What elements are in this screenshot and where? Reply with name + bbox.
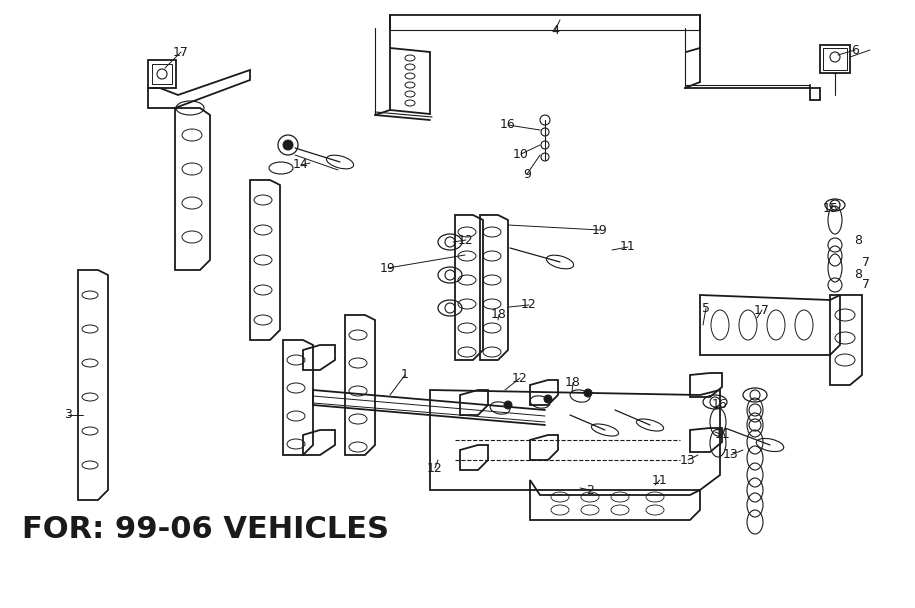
Text: 13: 13 [680, 454, 696, 466]
Text: 14: 14 [293, 159, 309, 171]
Text: 5: 5 [702, 302, 710, 314]
Text: 12: 12 [427, 461, 443, 474]
Text: 11: 11 [716, 429, 731, 441]
Text: 8: 8 [854, 268, 862, 280]
Bar [820, 45, 850, 73]
Text: 11: 11 [652, 474, 668, 486]
Text: 17: 17 [173, 46, 188, 58]
Circle shape [504, 401, 512, 409]
Text: 16: 16 [501, 119, 516, 131]
Text: 17: 17 [754, 303, 770, 317]
Text: 11: 11 [620, 241, 636, 254]
Text: 18: 18 [565, 376, 581, 390]
Text: 9: 9 [523, 167, 531, 181]
Text: 15: 15 [824, 201, 839, 215]
Circle shape [544, 395, 552, 403]
Text: 8: 8 [854, 233, 862, 246]
Circle shape [584, 389, 592, 397]
Text: 3: 3 [64, 409, 72, 421]
Text: 12: 12 [522, 299, 537, 311]
Text: 7: 7 [862, 257, 870, 269]
Text: 18: 18 [491, 308, 507, 322]
Text: 7: 7 [862, 278, 870, 291]
Text: 6: 6 [851, 44, 859, 57]
Bar [148, 60, 176, 88]
Bar [152, 64, 172, 84]
Circle shape [283, 140, 293, 150]
Text: 13: 13 [723, 449, 739, 461]
Bar [823, 48, 847, 70]
Text: 12: 12 [458, 233, 474, 246]
Text: 10: 10 [513, 148, 529, 161]
Text: FOR: 99-06 VEHICLES: FOR: 99-06 VEHICLES [22, 516, 389, 545]
Text: 1: 1 [401, 368, 409, 381]
Text: 4: 4 [551, 24, 559, 36]
Text: 19: 19 [380, 261, 396, 274]
Text: 16: 16 [712, 398, 727, 412]
Text: 12: 12 [512, 371, 528, 384]
Text: 19: 19 [592, 224, 608, 237]
Text: 2: 2 [587, 483, 594, 497]
